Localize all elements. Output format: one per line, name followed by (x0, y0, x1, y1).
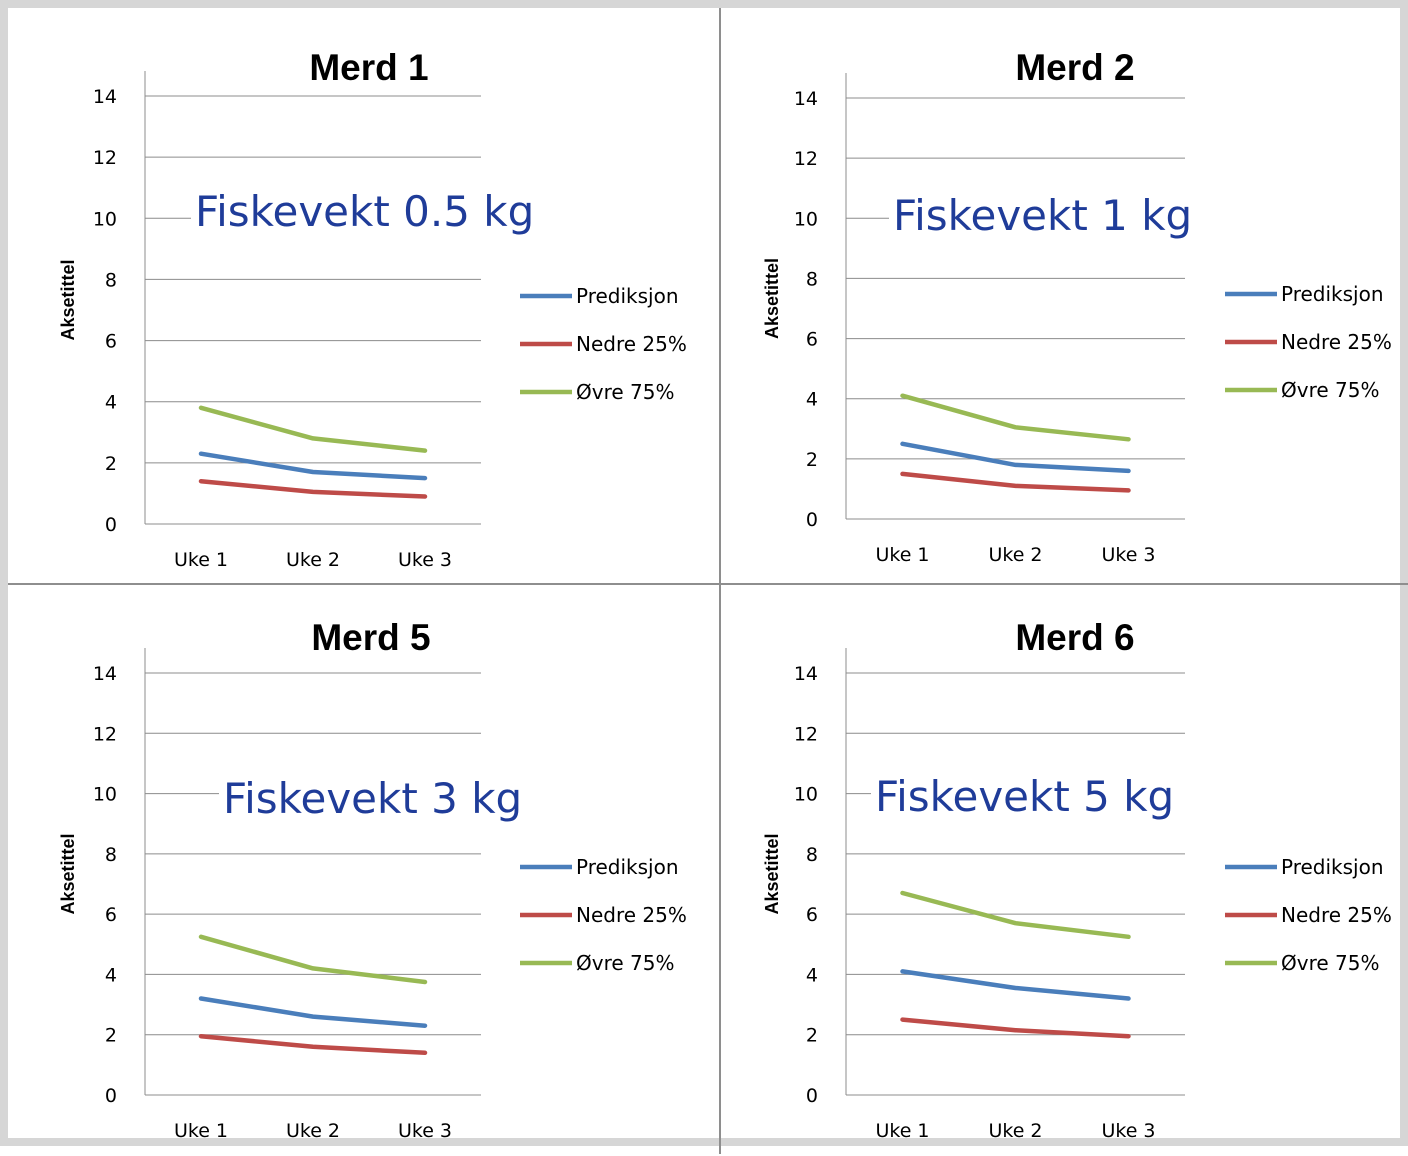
y-tick-label: 10 (93, 208, 117, 230)
y-tick-label: 0 (806, 509, 818, 531)
y-tick-label: 2 (105, 1025, 117, 1047)
chart-svg: 0 2 4 6 8 10 12 14 Uke 1 Uke 2 Uke 3 Merd 5 Aksetitt… (58, 617, 687, 1142)
y-tick-label: 10 (794, 784, 818, 806)
legend-label: Nedre 25% (1281, 330, 1392, 354)
series-line-1 (900, 441, 1131, 474)
legend-label: Nedre 25% (576, 903, 687, 927)
y-tick-label: 12 (93, 723, 117, 745)
series-line-3 (900, 393, 1131, 442)
weight-annotation: Fiskevekt 5 kg (875, 772, 1174, 821)
y-tick-label: 14 (93, 86, 117, 108)
y-tick-label: 0 (105, 1085, 117, 1107)
x-tick-label: Uke 3 (398, 1120, 452, 1142)
y-tick-label: 12 (794, 723, 818, 745)
chart-title: Merd 6 (1015, 617, 1134, 658)
y-tick-label: 10 (794, 208, 818, 230)
legend-label: Prediksjon (1281, 855, 1384, 879)
y-tick-label: 2 (806, 1025, 818, 1047)
y-tick-label: 4 (806, 964, 818, 986)
y-tick-label: 6 (105, 904, 117, 926)
series-line-1 (900, 969, 1131, 1001)
series-line-3 (900, 890, 1131, 940)
x-tick-label: Uke 3 (1101, 1120, 1155, 1142)
annotation-background (219, 773, 539, 827)
weight-annotation: Fiskevekt 0.5 kg (195, 187, 534, 236)
y-tick-label: 0 (806, 1085, 818, 1107)
y-tick-label: 8 (105, 844, 117, 866)
x-tick-label: Uke 2 (988, 544, 1042, 566)
series-line-1 (198, 996, 428, 1028)
y-axis-title: Aksetittel (58, 259, 78, 340)
x-tick-label: Uke 3 (1101, 544, 1155, 566)
panel-divider-vertical (719, 8, 721, 1154)
annotation-background (871, 771, 1191, 825)
y-tick-label: 14 (794, 88, 818, 110)
x-tick-label: Uke 1 (875, 1120, 929, 1142)
y-tick-label: 4 (806, 389, 818, 411)
y-tick-label: 6 (105, 331, 117, 353)
x-tick-label: Uke 2 (988, 1120, 1042, 1142)
chart-svg: 0 2 4 6 8 10 12 14 Uke 1 Uke 2 Uke 3 Merd 1 Aksetitt… (58, 47, 687, 571)
y-tick-label: 4 (105, 392, 117, 414)
legend-label: Prediksjon (1281, 282, 1384, 306)
chart-svg: 0 2 4 6 8 10 12 14 Uke 1 Uke 2 Uke 3 Merd 6 Aksetitt… (762, 617, 1392, 1142)
x-tick-label: Uke 2 (286, 549, 340, 571)
x-tick-label: Uke 1 (875, 544, 929, 566)
y-tick-label: 12 (93, 147, 117, 169)
y-axis-title: Aksetittel (58, 833, 78, 914)
x-tick-label: Uke 1 (174, 549, 228, 571)
y-tick-label: 4 (105, 964, 117, 986)
y-tick-label: 6 (806, 904, 818, 926)
series-line-3 (198, 405, 428, 453)
series-line-2 (198, 478, 428, 499)
legend-label: Øvre 75% (576, 380, 674, 404)
chart-panel-merd-2: 0 2 4 6 8 10 12 14 Uke 1 Uke 2 Uke 3 Merd 2 Aksetitt… (712, 8, 1408, 578)
chart-panel-merd-5: 0 2 4 6 8 10 12 14 Uke 1 Uke 2 Uke 3 Merd 5 Aksetitt… (8, 586, 708, 1156)
y-tick-label: 10 (93, 784, 117, 806)
chart-panel-merd-6: 0 2 4 6 8 10 12 14 Uke 1 Uke 2 Uke 3 Merd 6 Aksetitt… (712, 586, 1408, 1156)
y-tick-label: 8 (806, 268, 818, 290)
legend-label: Øvre 75% (1281, 951, 1379, 975)
y-axis-title: Aksetittel (762, 258, 782, 339)
legend-label: Prediksjon (576, 855, 679, 879)
chart-title: Merd 2 (1015, 47, 1134, 88)
x-tick-label: Uke 2 (286, 1120, 340, 1142)
annotation-background (889, 190, 1199, 244)
series-line-2 (900, 471, 1131, 493)
y-tick-label: 12 (794, 148, 818, 170)
y-tick-label: 14 (794, 663, 818, 685)
y-tick-label: 2 (806, 449, 818, 471)
series-line-2 (198, 1033, 428, 1056)
chart-title: Merd 1 (309, 47, 428, 88)
chart-title: Merd 5 (311, 617, 430, 658)
legend-label: Øvre 75% (1281, 378, 1379, 402)
y-tick-label: 2 (105, 453, 117, 475)
annotation-background (191, 186, 553, 240)
y-tick-label: 8 (105, 269, 117, 291)
weight-annotation: Fiskevekt 3 kg (223, 774, 522, 823)
x-tick-label: Uke 1 (174, 1120, 228, 1142)
y-tick-label: 6 (806, 329, 818, 351)
legend-label: Øvre 75% (576, 951, 674, 975)
y-tick-label: 8 (806, 844, 818, 866)
legend-label: Nedre 25% (576, 332, 687, 356)
chart-svg: 0 2 4 6 8 10 12 14 Uke 1 Uke 2 Uke 3 Merd 2 Aksetitt… (762, 47, 1392, 566)
y-tick-label: 0 (105, 514, 117, 536)
x-tick-label: Uke 3 (398, 549, 452, 571)
y-axis-title: Aksetittel (762, 833, 782, 914)
legend-label: Nedre 25% (1281, 903, 1392, 927)
chart-panel-merd-1: 0 2 4 6 8 10 12 14 Uke 1 Uke 2 Uke 3 Merd 1 Aksetitt… (8, 8, 708, 578)
y-tick-label: 14 (93, 663, 117, 685)
legend-label: Prediksjon (576, 284, 679, 308)
panel-divider-horizontal (8, 583, 1408, 585)
series-line-2 (900, 1017, 1131, 1039)
series-line-1 (198, 451, 428, 481)
series-line-3 (198, 934, 428, 985)
weight-annotation: Fiskevekt 1 kg (893, 191, 1192, 240)
